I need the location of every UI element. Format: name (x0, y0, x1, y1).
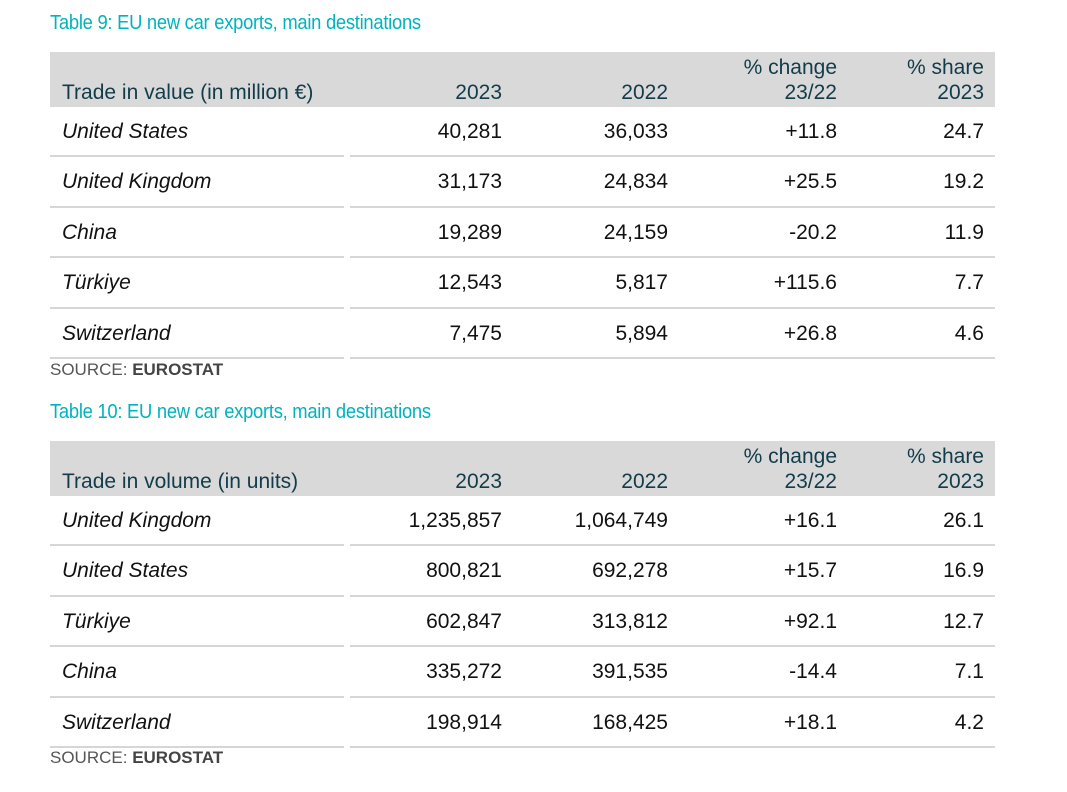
value-2023: 19,289 (437, 220, 502, 244)
table-row: China 335,272 391,535 -14.4 7.1 (50, 647, 995, 698)
header-share: % share 2023 (906, 445, 984, 493)
table-row: United Kingdom 31,173 24,834 +25.5 19.2 (50, 157, 995, 209)
percent-change: -20.2 (789, 220, 837, 244)
percent-share: 11.9 (944, 220, 984, 244)
table-header: Trade in value (in million €) 2023 2022 … (50, 52, 995, 107)
header-label: Trade in volume (in units) (62, 470, 299, 493)
header-share: % share 2023 (906, 56, 984, 104)
percent-change: +11.8 (785, 120, 837, 143)
table-title: Table 9: EU new car exports, main destin… (50, 12, 421, 34)
header-2023: 2023 (455, 81, 502, 104)
percent-share: 19.2 (943, 170, 984, 194)
source-note: SOURCE: EUROSTAT (50, 360, 224, 379)
value-2023: 335,272 (426, 660, 502, 684)
data-table: Trade in value (in million €) 2023 2022 … (50, 52, 995, 360)
percent-share: 26.1 (943, 509, 984, 532)
table-row: Switzerland 7,475 5,894 +26.8 4.6 (50, 309, 995, 360)
header-2023: 2023 (455, 470, 502, 493)
table-row: Türkiye 602,847 313,812 +92.1 12.7 (50, 597, 995, 648)
header-change: % change 23/22 (743, 56, 837, 104)
value-2023: 602,847 (426, 609, 502, 633)
table-row: China 19,289 24,159 -20.2 11.9 (50, 208, 995, 259)
value-2023: 40,281 (437, 120, 502, 143)
value-2022: 5,817 (615, 271, 668, 295)
country-name: United States (62, 120, 189, 143)
value-2023: 7,475 (449, 321, 502, 345)
header-2022: 2022 (621, 470, 668, 493)
country-name: United Kingdom (62, 509, 212, 532)
country-name: United States (62, 559, 189, 583)
value-2022: 36,033 (603, 120, 668, 143)
source-note: SOURCE: EUROSTAT (50, 748, 224, 767)
country-name: United Kingdom (62, 170, 212, 194)
value-2022: 313,812 (592, 609, 668, 633)
percent-change: +25.5 (783, 170, 837, 194)
table-header: Trade in volume (in units) 2023 2022 % c… (50, 441, 995, 496)
value-2022: 24,834 (603, 170, 668, 194)
value-2022: 24,159 (603, 220, 668, 244)
value-2023: 800,821 (426, 559, 502, 583)
percent-change: +115.6 (773, 271, 837, 295)
percent-change: +18.1 (783, 710, 837, 734)
data-table: Trade in volume (in units) 2023 2022 % c… (50, 441, 995, 749)
percent-share: 12.7 (943, 609, 984, 633)
percent-change: +15.7 (783, 559, 837, 583)
header-2022: 2022 (621, 81, 668, 104)
table-row: Switzerland 198,914 168,425 +18.1 4.2 (50, 698, 995, 749)
value-2023: 198,914 (426, 710, 502, 734)
value-2023: 12,543 (437, 271, 502, 295)
value-2022: 168,425 (592, 710, 668, 734)
percent-share: 7.7 (954, 271, 984, 295)
header-label: Trade in value (in million €) (62, 81, 314, 104)
percent-share: 16.9 (943, 559, 984, 583)
table-row: Türkiye 12,543 5,817 +115.6 7.7 (50, 258, 995, 309)
header-change: % change 23/22 (743, 445, 837, 493)
percent-share: 7.1 (954, 660, 984, 684)
value-2023: 1,235,857 (408, 509, 502, 532)
value-2022: 692,278 (592, 559, 668, 583)
country-name: China (62, 220, 117, 244)
percent-change: -14.4 (789, 660, 837, 684)
percent-share: 24.7 (943, 120, 984, 143)
percent-share: 4.2 (954, 710, 984, 734)
table-row: United Kingdom 1,235,857 1,064,749 +16.1… (50, 496, 995, 547)
value-2023: 31,173 (437, 170, 502, 194)
percent-change: +92.1 (783, 609, 837, 633)
country-name: Switzerland (62, 321, 171, 345)
percent-share: 4.6 (954, 321, 984, 345)
country-name: Switzerland (62, 710, 171, 734)
percent-change: +26.8 (783, 321, 837, 345)
value-2022: 1,064,749 (574, 509, 668, 532)
country-name: Türkiye (62, 271, 131, 295)
country-name: Türkiye (62, 609, 131, 633)
country-name: China (62, 660, 117, 684)
percent-change: +16.1 (783, 509, 837, 532)
table-title: Table 10: EU new car exports, main desti… (50, 401, 431, 423)
value-2022: 5,894 (615, 321, 668, 345)
table-row: United States 800,821 692,278 +15.7 16.9 (50, 546, 995, 598)
value-2022: 391,535 (592, 660, 668, 684)
table-row: United States 40,281 36,033 +11.8 24.7 (50, 107, 995, 158)
